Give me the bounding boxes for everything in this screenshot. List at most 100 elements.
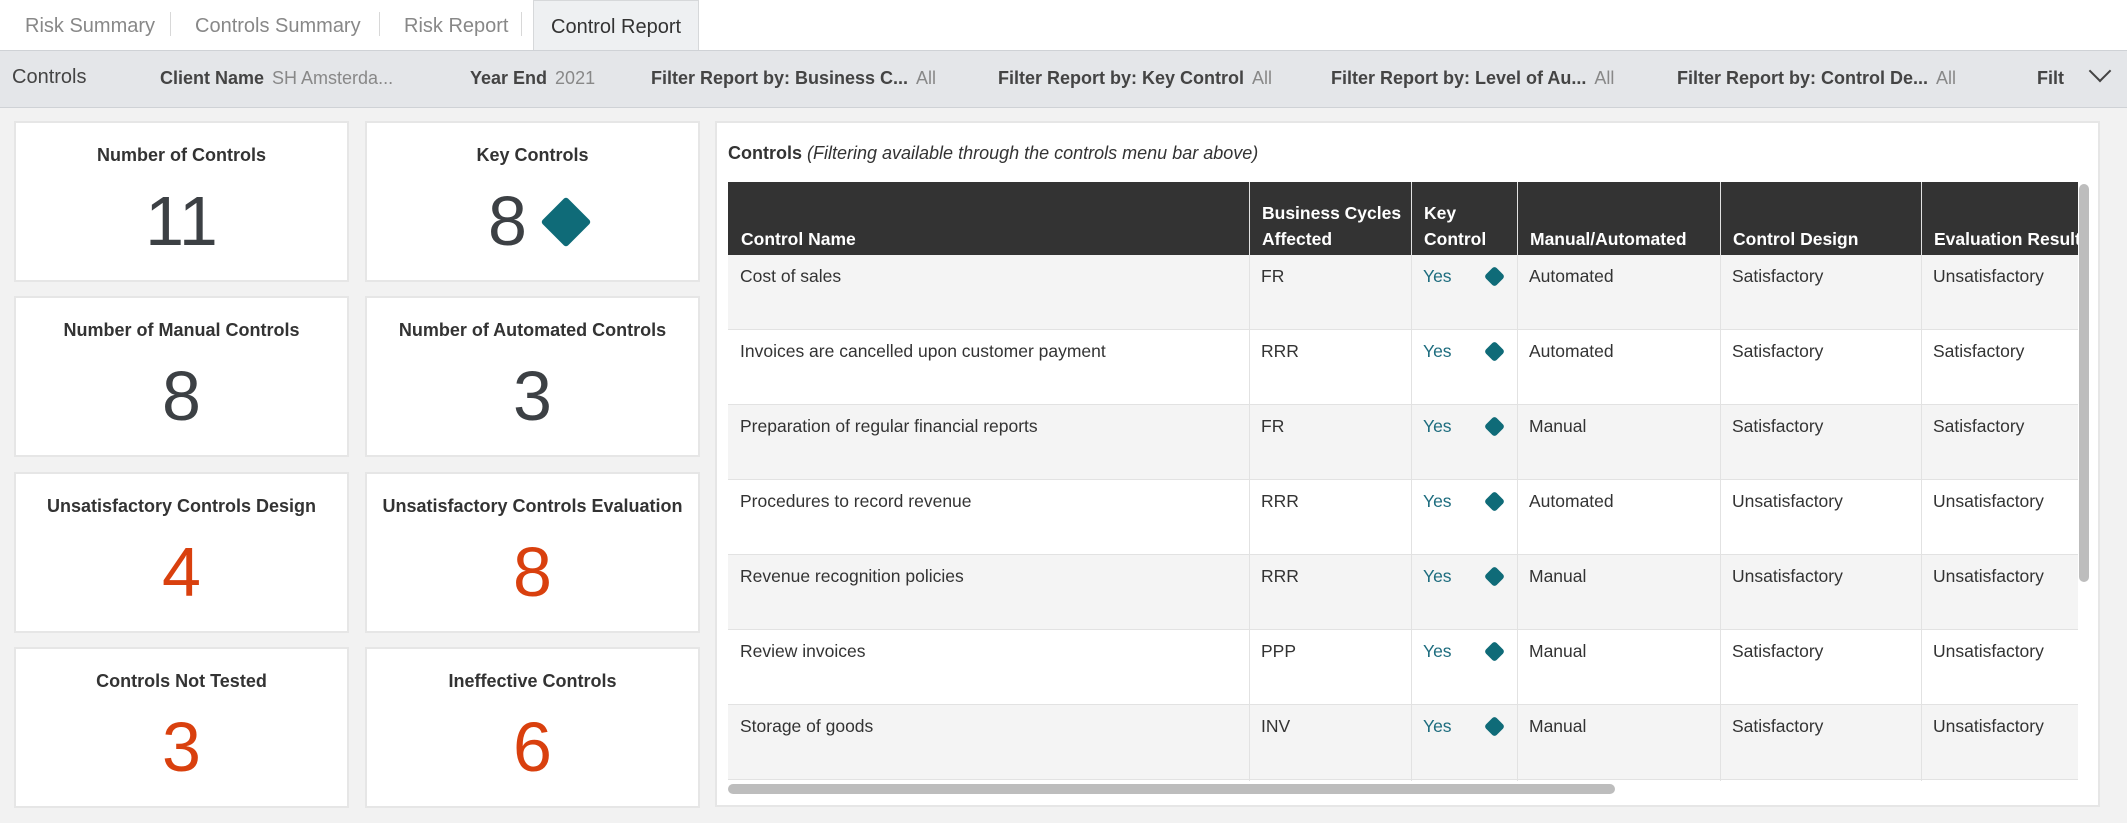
table-cell: Unsatisfactory (1933, 716, 2044, 736)
kpi-value: 3 (162, 708, 201, 786)
horizontal-scrollbar[interactable] (728, 784, 1615, 794)
filter-bar: Controls Client Name SH Amsterda... Year En… (0, 50, 2127, 108)
table-row (728, 255, 2078, 330)
table-cell: Unsatisfactory (1732, 491, 1843, 511)
table-cell: RRR (1261, 491, 1299, 511)
kpi-card: Number of Automated Controls 3 (365, 296, 700, 457)
vertical-scrollbar[interactable] (2079, 184, 2089, 582)
column-divider (1921, 182, 1922, 781)
table-cell: Revenue recognition policies (740, 566, 964, 586)
table-cell: Cost of sales (740, 266, 842, 286)
table-cell: RRR (1261, 341, 1299, 361)
table-cell: Unsatisfactory (1933, 641, 2044, 661)
filter-value: All (1936, 68, 1957, 88)
column-header: Key Control (1424, 203, 1487, 249)
column-header: Control Design (1733, 229, 1859, 249)
tab[interactable]: Controls Summary (195, 15, 361, 37)
kpi-card: Number of Manual Controls 8 (14, 296, 349, 457)
filter-label: Filter Report by: Key Control (998, 68, 1245, 88)
tab-separator (521, 12, 522, 36)
table-cell: Unsatisfactory (1732, 566, 1843, 586)
filter[interactable]: Filter Report by: Key Control All (998, 68, 1272, 89)
table-cell: Preparation of regular financial reports (740, 416, 1038, 436)
kpi-title: Number of Automated Controls (398, 320, 667, 340)
table-panel: Controls (Filtering available through the… (715, 121, 2100, 807)
table-row (728, 405, 2078, 480)
table: Control Name Business Cycles Affected Key … (728, 182, 2078, 781)
kpi-card: Controls Not Tested 3 (14, 647, 349, 808)
table-row (728, 630, 2078, 705)
filter-value: SH Amsterda... (272, 68, 394, 88)
table-cell: Unsatisfactory (1933, 491, 2044, 511)
table-cell: Manual (1529, 716, 1587, 736)
kpi-value: 3 (513, 357, 552, 435)
tab-separator (379, 12, 380, 36)
table-cell: Satisfactory (1732, 416, 1824, 436)
table-title: Controls (Filtering available through the… (728, 143, 1258, 164)
filter[interactable]: Year End 2021 (470, 68, 595, 89)
filter-bar-mask (2070, 51, 2127, 106)
kpi-card: Key Controls 8 (365, 121, 700, 282)
kpi-value: 8 (513, 533, 552, 611)
table-cell: INV (1261, 716, 1291, 736)
tab[interactable]: Risk Summary (25, 15, 156, 37)
table-cell: Yes (1423, 641, 1452, 661)
kpi-title: Unsatisfactory Controls Design (46, 496, 317, 516)
kpi-title: Controls Not Tested (96, 671, 267, 691)
filter-label: Filter Report by: Business C... (651, 68, 909, 88)
kpi-value: 6 (513, 708, 552, 786)
filter-value: All (1252, 68, 1273, 88)
kpi-card: Ineffective Controls 6 (365, 647, 700, 808)
table-subtitle: (Filtering available through the control… (807, 143, 1259, 163)
kpi-value: 8 (488, 182, 527, 260)
tab[interactable]: Risk Report (404, 15, 509, 37)
column-divider (1249, 182, 1250, 781)
tab-bar: Risk Summary Controls Summary Risk Report C… (0, 0, 2127, 51)
kpi-title: Number of Controls (97, 145, 266, 165)
tab[interactable]: Control Report (533, 0, 700, 51)
filter[interactable]: Client Name SH Amsterda... (160, 68, 393, 89)
column-header: Evaluation Result (1934, 229, 2078, 249)
column-header: Manual/Automated (1530, 229, 1687, 249)
table-row (728, 330, 2078, 405)
table-cell: Satisfactory (1732, 716, 1824, 736)
table-cell: Automated (1529, 266, 1614, 286)
table-cell: Satisfactory (1933, 416, 2025, 436)
filter[interactable]: Filt (2037, 68, 2064, 89)
table-cell: Yes (1423, 566, 1452, 586)
column-divider (1517, 182, 1518, 781)
filter-label: Filter Report by: Control De... (1677, 68, 1929, 88)
table-cell: Yes (1423, 491, 1452, 511)
filter-label: Filt (2037, 68, 2064, 88)
table-cell: Automated (1529, 491, 1614, 511)
table-header (728, 182, 2078, 255)
filter-label: Filter Report by: Level of Au... (1331, 68, 1587, 88)
table-cell: Invoices are cancelled upon customer pay… (740, 341, 1106, 361)
filter[interactable]: Filter Report by: Level of Au... All (1331, 68, 1614, 89)
column-divider (1411, 182, 1412, 781)
table-cell: Manual (1529, 566, 1587, 586)
table-cell: Yes (1423, 341, 1452, 361)
table-cell: Unsatisfactory (1933, 566, 2044, 586)
kpi-value: 8 (162, 357, 201, 435)
table-cell: Yes (1423, 716, 1452, 736)
kpi-title: Ineffective Controls (448, 671, 617, 691)
kpi-value: 11 (145, 182, 218, 260)
filter-value: All (1594, 68, 1615, 88)
kpi-title: Key Controls (476, 145, 589, 165)
kpi-card: Unsatisfactory Controls Design 4 (14, 472, 349, 633)
kpi-card: Unsatisfactory Controls Evaluation 8 (365, 472, 700, 633)
filter-label: Client Name (160, 68, 265, 88)
filter[interactable]: Filter Report by: Control De... All (1677, 68, 1956, 89)
filter-value: All (916, 68, 937, 88)
table-cell: Satisfactory (1732, 341, 1824, 361)
table-cell: Yes (1423, 416, 1452, 436)
kpi-title: Unsatisfactory Controls Evaluation (382, 496, 683, 516)
table-row (728, 555, 2078, 630)
filter-value: 2021 (555, 68, 596, 88)
filter[interactable]: Filter Report by: Business C... All (651, 68, 936, 89)
table-cell: Storage of goods (740, 716, 874, 736)
table-cell: Automated (1529, 341, 1614, 361)
table-cell: PPP (1261, 641, 1297, 661)
